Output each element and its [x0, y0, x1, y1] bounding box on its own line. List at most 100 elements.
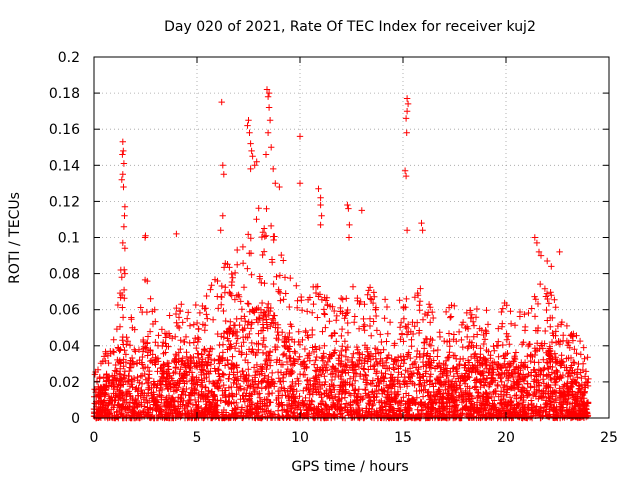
data-point	[121, 375, 128, 382]
data-point	[511, 353, 518, 360]
data-point	[548, 292, 555, 299]
data-point	[137, 304, 144, 311]
data-point	[181, 360, 188, 367]
data-point	[277, 297, 284, 304]
data-point	[260, 248, 268, 255]
data-point	[323, 294, 331, 301]
data-point	[191, 396, 199, 404]
data-point	[512, 349, 520, 356]
data-point	[341, 315, 348, 322]
y-tick-label: 0.12	[49, 194, 80, 210]
data-point	[577, 351, 584, 358]
data-point	[511, 392, 519, 399]
data-point	[149, 308, 156, 315]
data-point	[120, 363, 127, 370]
data-point	[412, 400, 419, 407]
data-point	[419, 393, 427, 400]
data-point	[350, 373, 357, 381]
data-point	[273, 396, 280, 404]
data-point	[226, 289, 233, 296]
data-point	[339, 343, 346, 350]
data-point	[339, 296, 346, 303]
data-point	[483, 390, 490, 397]
data-point	[233, 390, 240, 398]
data-point	[273, 273, 280, 280]
data-point	[455, 328, 463, 336]
data-point	[473, 386, 480, 393]
data-point	[378, 338, 385, 346]
data-point	[150, 399, 157, 406]
data-point	[173, 386, 181, 394]
data-point	[264, 396, 271, 404]
data-point	[405, 349, 412, 356]
data-point	[360, 365, 367, 372]
data-point	[342, 361, 349, 368]
data-point	[269, 369, 276, 377]
data-point	[442, 308, 450, 316]
chart-title: Day 020 of 2021, Rate Of TEC Index for r…	[164, 19, 536, 35]
data-point	[501, 355, 508, 362]
data-point	[451, 302, 458, 310]
data-point	[354, 349, 362, 356]
data-point	[222, 317, 229, 325]
data-point	[534, 324, 542, 332]
data-point	[582, 368, 590, 375]
data-point	[313, 368, 320, 375]
data-point	[386, 319, 394, 326]
data-point	[498, 323, 506, 330]
data-point	[419, 316, 427, 323]
data-point	[572, 396, 579, 403]
data-point	[341, 366, 348, 373]
data-point	[329, 332, 336, 339]
data-point	[394, 376, 401, 384]
data-point	[303, 377, 311, 384]
data-point	[398, 330, 406, 337]
data-point	[440, 394, 447, 401]
data-point	[581, 355, 588, 362]
y-tick-label: 0.16	[49, 122, 80, 138]
data-point	[499, 341, 506, 349]
x-tick-label: 20	[497, 430, 515, 446]
data-point	[193, 319, 201, 327]
data-point	[234, 335, 241, 342]
data-point	[535, 359, 542, 366]
data-point	[218, 293, 225, 301]
data-point	[363, 392, 371, 399]
data-point	[420, 386, 427, 394]
data-point	[300, 387, 307, 394]
data-point	[500, 384, 507, 391]
data-point	[369, 299, 377, 307]
x-tick-label: 25	[600, 430, 618, 446]
data-point	[366, 322, 374, 330]
data-point	[510, 358, 517, 365]
data-point	[317, 399, 325, 407]
data-point	[411, 323, 418, 330]
data-point	[138, 399, 145, 406]
data-point	[114, 301, 122, 309]
data-point	[464, 333, 471, 341]
data-point	[516, 308, 524, 316]
data-point	[311, 361, 318, 368]
data-point	[388, 355, 395, 362]
data-point	[139, 348, 147, 355]
data-point	[355, 325, 363, 332]
data-point	[284, 407, 291, 414]
data-point	[500, 352, 507, 359]
data-point	[231, 296, 239, 303]
data-point	[244, 300, 251, 307]
data-point	[242, 317, 249, 325]
data-point	[118, 291, 126, 299]
data-point	[162, 403, 169, 411]
data-point	[215, 305, 222, 312]
data-point	[527, 352, 534, 359]
data-point	[361, 386, 369, 393]
data-point	[172, 310, 180, 318]
data-point	[309, 331, 316, 339]
data-point	[578, 395, 585, 403]
data-point	[147, 347, 154, 355]
data-point	[234, 261, 241, 268]
data-point	[259, 251, 266, 259]
data-point	[537, 367, 544, 374]
data-point	[324, 358, 331, 366]
data-point	[144, 277, 151, 285]
